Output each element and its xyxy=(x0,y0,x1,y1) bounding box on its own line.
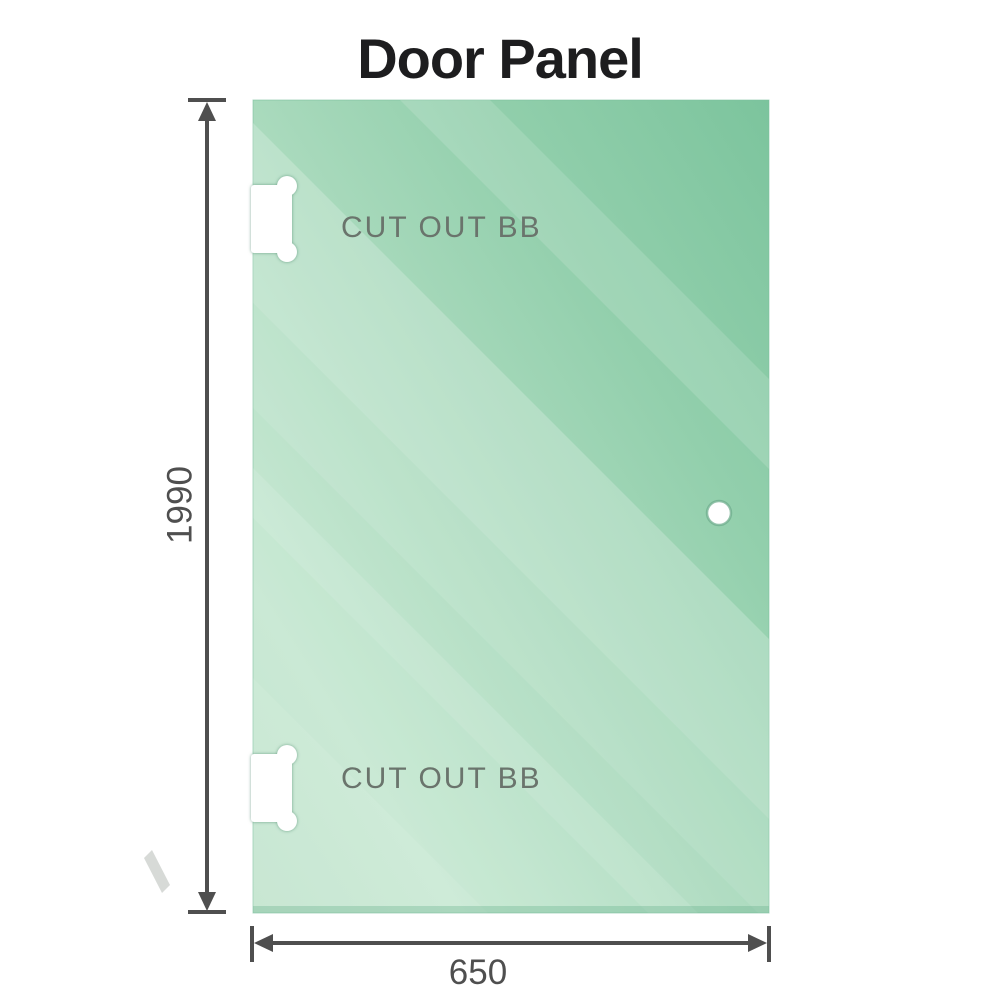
arrow-left-icon xyxy=(254,934,273,952)
arrow-up-icon xyxy=(198,102,216,121)
hinge-cutout-bottom xyxy=(251,745,297,831)
page-title: Door Panel xyxy=(357,27,644,90)
glass-streak xyxy=(253,678,488,913)
cutout-drill-hole xyxy=(277,811,297,831)
width-dimension: 650 xyxy=(250,926,771,992)
glass-bottom-edge xyxy=(253,906,769,913)
arrow-down-icon xyxy=(198,892,216,911)
hinge-cutout-top xyxy=(251,176,297,262)
cutout-label-top: CUT OUT BB xyxy=(341,211,542,244)
glass-streak xyxy=(253,468,698,913)
cutout-drill-hole xyxy=(277,242,297,262)
cutout-notch xyxy=(251,185,292,253)
height-dimension: 1990 xyxy=(161,98,226,914)
glass-panel xyxy=(252,99,770,914)
arrow-right-icon xyxy=(748,934,767,952)
glass-streak xyxy=(253,408,758,913)
glass-streak xyxy=(253,123,769,819)
cutout-notch xyxy=(251,754,292,822)
handle-hole xyxy=(705,499,733,527)
width-dimension-label: 650 xyxy=(449,953,507,992)
glass-reflections xyxy=(253,100,769,913)
cutout-drill-hole xyxy=(277,176,297,196)
cutout-label-bottom: CUT OUT BB xyxy=(341,762,542,795)
background-smudge xyxy=(144,850,170,893)
cutout-drill-hole xyxy=(277,745,297,765)
height-dimension-label: 1990 xyxy=(161,466,200,544)
glass-streak xyxy=(253,518,648,913)
glass-streak xyxy=(400,100,769,469)
glass-streak xyxy=(253,303,769,913)
